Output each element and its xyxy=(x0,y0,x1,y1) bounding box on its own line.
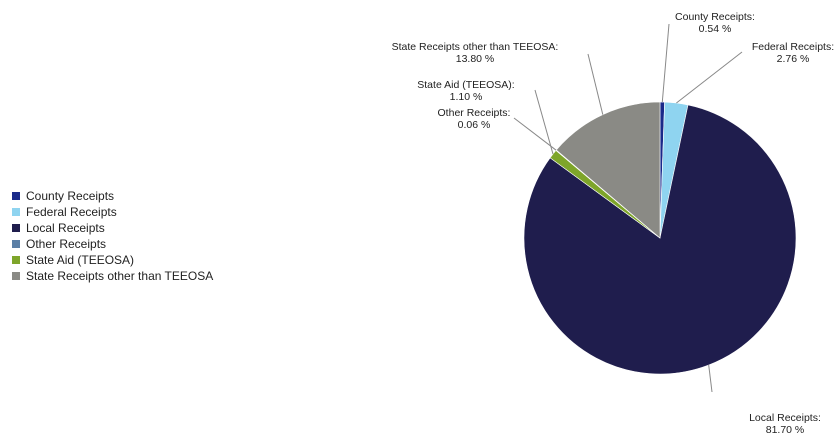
legend-swatch-other-receipts xyxy=(12,240,20,248)
legend-label-federal-receipts: Federal Receipts xyxy=(26,205,117,219)
legend-item-federal-receipts[interactable]: Federal Receipts xyxy=(12,204,213,220)
data-label-value-federal-receipts: 2.76 % xyxy=(777,53,810,65)
data-label-name-state-aid-teeosa: State Aid (TEEOSA): xyxy=(417,79,514,91)
leader-line-state-aid-teeosa xyxy=(534,89,554,155)
data-label-name-federal-receipts: Federal Receipts: xyxy=(752,41,834,53)
leader-line-state-receipts-other-than-teeosa xyxy=(587,53,604,115)
legend-label-state-receipts-other: State Receipts other than TEEOSA xyxy=(26,269,214,283)
data-label-value-other-receipts: 0.06 % xyxy=(458,119,491,131)
legend-label-state-aid-teeosa: State Aid (TEEOSA) xyxy=(26,253,135,267)
leader-line-local-receipts xyxy=(708,364,713,393)
leader-line-federal-receipts xyxy=(676,51,743,104)
data-label-name-state-receipts-other-than-teeosa: State Receipts other than TEEOSA: xyxy=(392,41,559,53)
leader-line-other-receipts xyxy=(513,117,557,151)
pie-slice-state-receipts-other-than-teeosa[interactable] xyxy=(555,101,661,239)
legend-label-county-receipts: County Receipts xyxy=(26,189,115,203)
leader-line-county-receipts xyxy=(661,23,670,103)
legend-label-other-receipts: Other Receipts xyxy=(26,237,107,251)
data-label-value-state-receipts-other-than-teeosa: 13.80 % xyxy=(456,53,495,65)
legend-swatch-federal-receipts xyxy=(12,208,20,216)
legend-item-local-receipts[interactable]: Local Receipts xyxy=(12,220,213,236)
legend-swatch-state-receipts-other xyxy=(12,272,20,280)
data-label-name-local-receipts: Local Receipts: xyxy=(749,412,821,424)
legend-item-state-aid-teeosa[interactable]: State Aid (TEEOSA) xyxy=(12,252,213,268)
legend-item-state-receipts-other[interactable]: State Receipts other than TEEOSA xyxy=(12,268,213,284)
legend-swatch-county-receipts xyxy=(12,192,20,200)
legend-item-county-receipts[interactable]: County Receipts xyxy=(12,188,213,204)
legend-item-other-receipts[interactable]: Other Receipts xyxy=(12,236,213,252)
data-label-value-local-receipts: 81.70 % xyxy=(766,424,805,436)
legend-swatch-state-aid-teeosa xyxy=(12,256,20,264)
data-label-name-county-receipts: County Receipts: xyxy=(675,11,755,23)
legend-swatch-local-receipts xyxy=(12,224,20,232)
chart-legend: County Receipts Federal Receipts Local R… xyxy=(12,188,213,284)
data-label-name-other-receipts: Other Receipts: xyxy=(438,107,511,119)
legend-label-local-receipts: Local Receipts xyxy=(26,221,105,235)
data-label-value-county-receipts: 0.54 % xyxy=(699,23,732,35)
pie-slice-local-receipts[interactable] xyxy=(523,104,797,375)
data-label-value-state-aid-teeosa: 1.10 % xyxy=(450,91,483,103)
